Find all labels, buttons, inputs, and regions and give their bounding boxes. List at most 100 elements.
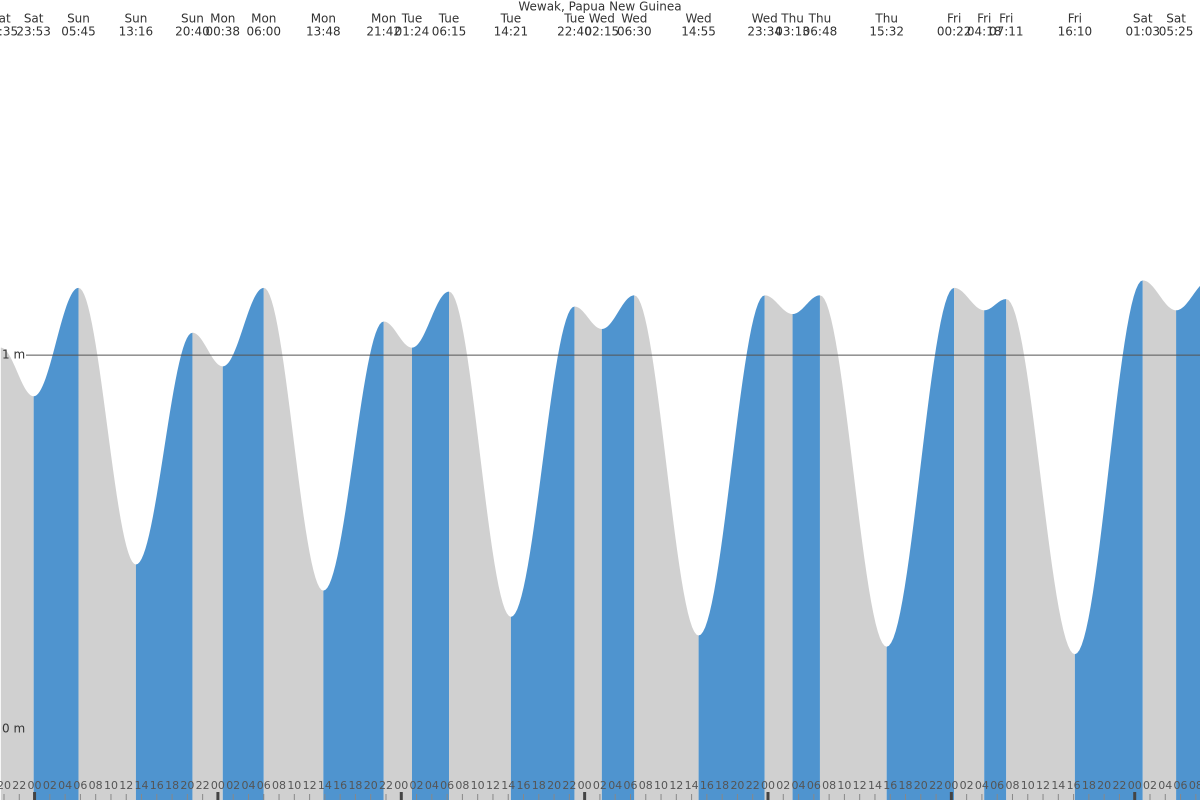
hour-tick-label: 16 xyxy=(150,779,164,792)
extreme-time: 06:30 xyxy=(617,25,652,39)
tide-segment xyxy=(0,347,34,800)
extreme-time: 13:16 xyxy=(119,25,154,39)
hour-tick-label: 18 xyxy=(165,779,179,792)
hour-tick-label: 20 xyxy=(914,779,928,792)
tide-segment xyxy=(819,295,887,800)
hour-tick-label: 08 xyxy=(455,779,469,792)
hour-tick-label: 20 xyxy=(0,779,11,792)
extreme-time: 19:35 xyxy=(0,25,18,39)
hour-tick-label: 04 xyxy=(608,779,622,792)
hour-tick-label: 02 xyxy=(593,779,607,792)
extreme-time: 15:32 xyxy=(869,25,904,39)
tide-segment xyxy=(1142,280,1177,800)
extreme-time: 04:18 xyxy=(967,25,1002,39)
tide-segment xyxy=(698,295,765,800)
tide-segment xyxy=(78,287,136,800)
y-tick-label: 1 m xyxy=(2,348,25,362)
extreme-day: Wed xyxy=(589,12,615,26)
tide-segment xyxy=(1074,280,1143,800)
hour-tick-label: 00 xyxy=(944,779,958,792)
extreme-day: Tue xyxy=(401,12,423,26)
hour-tick-label: 06 xyxy=(73,779,87,792)
hour-tick-label: 10 xyxy=(1021,779,1035,792)
hour-tick-label: 10 xyxy=(104,779,118,792)
tide-segment xyxy=(411,291,450,800)
hour-tick-label: 16 xyxy=(333,779,347,792)
hour-tick-label: 10 xyxy=(287,779,301,792)
hour-tick-label: 14 xyxy=(868,779,882,792)
extreme-time: 23:34 xyxy=(747,25,782,39)
extreme-day: Tue xyxy=(563,12,585,26)
tide-segment xyxy=(510,306,575,800)
hour-tick-label: 18 xyxy=(899,779,913,792)
hour-tick-label: 04 xyxy=(425,779,439,792)
hour-tick-label: 00 xyxy=(211,779,225,792)
tide-segment xyxy=(135,332,193,800)
hour-tick-label: 00 xyxy=(578,779,592,792)
tide-segment xyxy=(1006,299,1075,800)
extreme-time: 23:53 xyxy=(16,25,51,39)
hour-tick-label: 22 xyxy=(929,779,943,792)
hour-tick-label: 18 xyxy=(348,779,362,792)
extreme-day: Tue xyxy=(438,12,460,26)
extreme-day: Wed xyxy=(621,12,647,26)
tide-segment xyxy=(383,321,412,800)
extreme-day: Fri xyxy=(1068,12,1082,26)
hour-tick-label: 04 xyxy=(241,779,255,792)
hour-tick-label: 12 xyxy=(119,779,133,792)
hour-tick-label: 16 xyxy=(700,779,714,792)
extreme-time: 21:42 xyxy=(366,25,401,39)
extreme-day: Sat xyxy=(1133,12,1153,26)
y-tick-label: 0 m xyxy=(2,721,25,735)
hour-tick-label: 00 xyxy=(28,779,42,792)
extreme-day: Mon xyxy=(371,12,396,26)
extreme-time: 20:40 xyxy=(175,25,210,39)
hour-tick-label: 18 xyxy=(1082,779,1096,792)
extreme-time: 22:40 xyxy=(557,25,592,39)
tide-segment xyxy=(449,291,511,800)
tide-segment xyxy=(323,321,384,800)
extreme-day: Sat xyxy=(1166,12,1186,26)
extreme-day: Fri xyxy=(947,12,961,26)
hour-tick-label: 00 xyxy=(394,779,408,792)
hour-tick-label: 06 xyxy=(1174,779,1188,792)
extreme-time: 01:24 xyxy=(395,25,430,39)
extreme-day: Sun xyxy=(181,12,204,26)
hour-tick-label: 22 xyxy=(379,779,393,792)
tide-segment xyxy=(263,287,324,800)
hour-tick-label: 06 xyxy=(623,779,637,792)
extreme-time: 06:00 xyxy=(246,25,281,39)
hour-tick-label: 08 xyxy=(1005,779,1019,792)
hour-tick-label: 02 xyxy=(43,779,57,792)
hour-tick-label: 22 xyxy=(12,779,26,792)
hour-tick-label: 12 xyxy=(853,779,867,792)
hour-tick-label: 08 xyxy=(1189,779,1200,792)
extreme-day: Tue xyxy=(500,12,522,26)
extreme-time: 13:48 xyxy=(306,25,341,39)
extreme-day: Sun xyxy=(125,12,148,26)
extreme-time: 16:10 xyxy=(1058,25,1093,39)
hour-tick-label: 16 xyxy=(883,779,897,792)
extreme-time: 02:15 xyxy=(585,25,620,39)
hour-tick-label: 08 xyxy=(272,779,286,792)
hour-tick-label: 18 xyxy=(532,779,546,792)
tide-segment xyxy=(33,287,79,800)
hour-tick-label: 04 xyxy=(1158,779,1172,792)
extreme-day: Fri xyxy=(977,12,991,26)
hour-tick-label: 14 xyxy=(685,779,699,792)
extreme-day: Fri xyxy=(999,12,1013,26)
tide-segment xyxy=(764,295,793,800)
extreme-day: Wed xyxy=(752,12,778,26)
hour-tick-label: 14 xyxy=(1051,779,1065,792)
tide-segment xyxy=(954,287,985,800)
extreme-day: Thu xyxy=(808,12,832,26)
hour-tick-label: 14 xyxy=(318,779,332,792)
hour-tick-label: 16 xyxy=(1067,779,1081,792)
extreme-time: 01:03 xyxy=(1125,25,1160,39)
tide-segment xyxy=(886,287,955,800)
extreme-time: 00:38 xyxy=(205,25,240,39)
hour-tick-label: 06 xyxy=(440,779,454,792)
tide-segment xyxy=(574,306,602,800)
extreme-day: Mon xyxy=(251,12,276,26)
